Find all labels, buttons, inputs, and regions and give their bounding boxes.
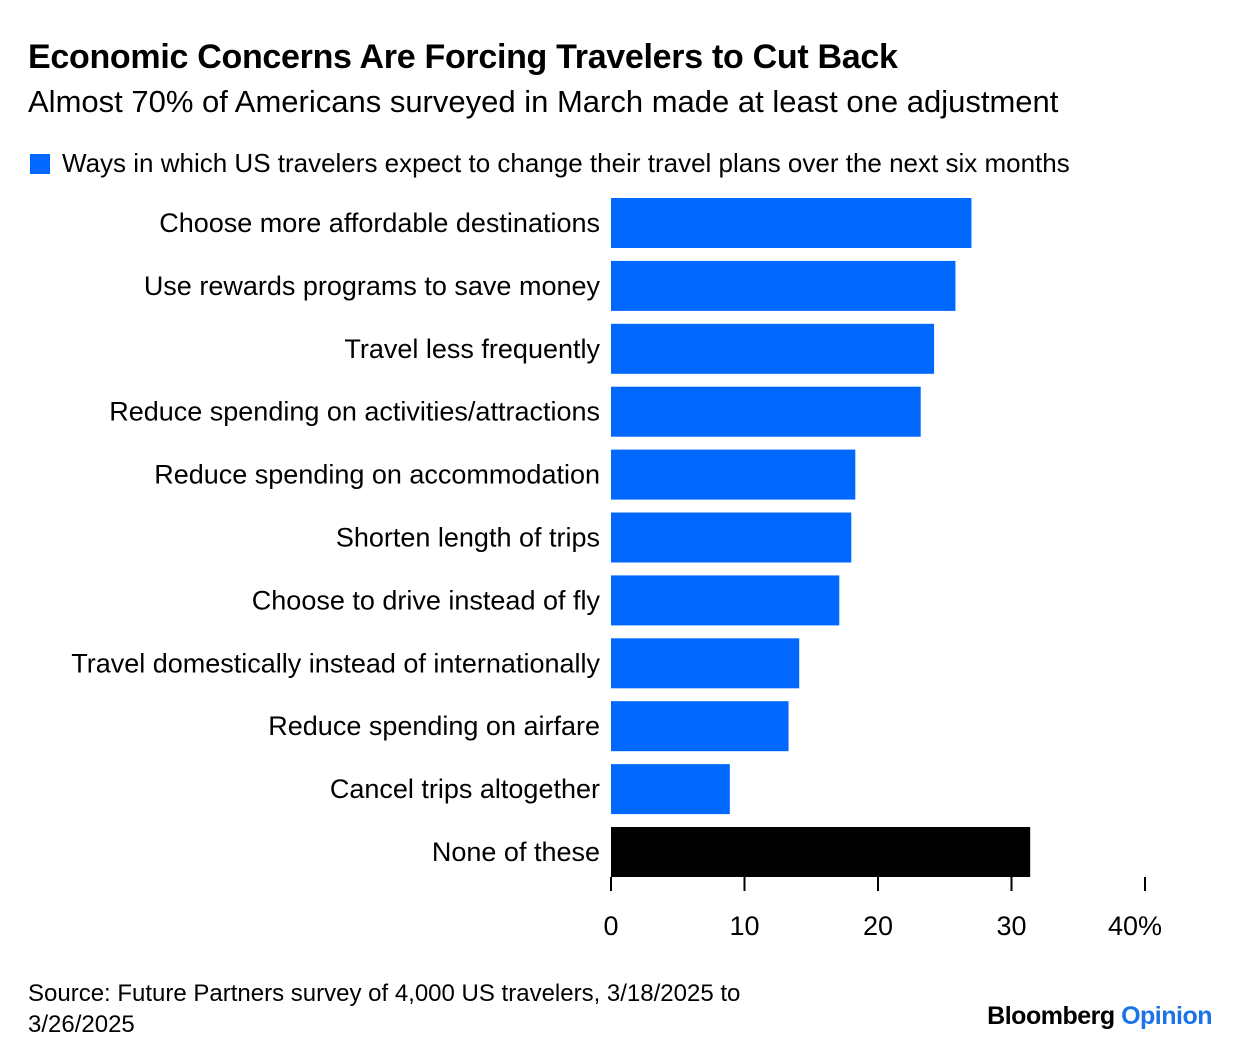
chart-subtitle: Almost 70% of Americans surveyed in Marc… xyxy=(28,84,1059,119)
brand-section: Opinion xyxy=(1121,1002,1212,1030)
category-label-6: Choose to drive instead of fly xyxy=(252,585,601,615)
bar-4 xyxy=(611,449,856,500)
category-label-0: Choose more affordable destinations xyxy=(159,208,600,238)
category-label-3: Reduce spending on activities/attraction… xyxy=(109,397,600,427)
bar-7 xyxy=(611,638,800,689)
category-label-8: Reduce spending on airfare xyxy=(268,711,600,741)
source-note: Source: Future Partners survey of 4,000 … xyxy=(28,980,741,1038)
bar-9 xyxy=(611,764,730,815)
bar-0 xyxy=(611,198,972,248)
x-tick-label-1: 10 xyxy=(729,911,759,941)
x-tick-label-2: 20 xyxy=(863,911,893,941)
brand-logo: Bloomberg Opinion xyxy=(987,1002,1212,1031)
brand-name: Bloomberg xyxy=(987,1002,1115,1030)
chart-title: Economic Concerns Are Forcing Travelers … xyxy=(28,38,898,76)
bar-6 xyxy=(611,575,840,626)
bar-3 xyxy=(611,386,921,437)
category-label-5: Shorten length of trips xyxy=(336,523,600,553)
x-tick-label-0: 0 xyxy=(603,911,618,941)
category-label-9: Cancel trips altogether xyxy=(330,774,600,804)
bar-5 xyxy=(611,512,852,563)
bar-chart: Choose more affordable destinations Use r… xyxy=(71,198,1162,941)
bar-10 xyxy=(611,827,1031,877)
category-label-4: Reduce spending on accommodation xyxy=(154,460,600,490)
legend-swatch xyxy=(30,153,50,174)
category-label-2: Travel less frequently xyxy=(344,334,600,364)
category-label-1: Use rewards programs to save money xyxy=(144,271,601,301)
category-label-10: None of these xyxy=(432,837,600,867)
bar-8 xyxy=(611,701,789,752)
x-tick-label-4: 40% xyxy=(1108,911,1162,941)
legend: Ways in which US travelers expect to cha… xyxy=(30,148,1070,179)
bar-2 xyxy=(611,323,935,374)
category-label-7: Travel domestically instead of internati… xyxy=(71,648,600,678)
bar-1 xyxy=(611,260,956,311)
x-tick-label-3: 30 xyxy=(996,911,1026,941)
legend-label: Ways in which US travelers expect to cha… xyxy=(62,148,1070,178)
